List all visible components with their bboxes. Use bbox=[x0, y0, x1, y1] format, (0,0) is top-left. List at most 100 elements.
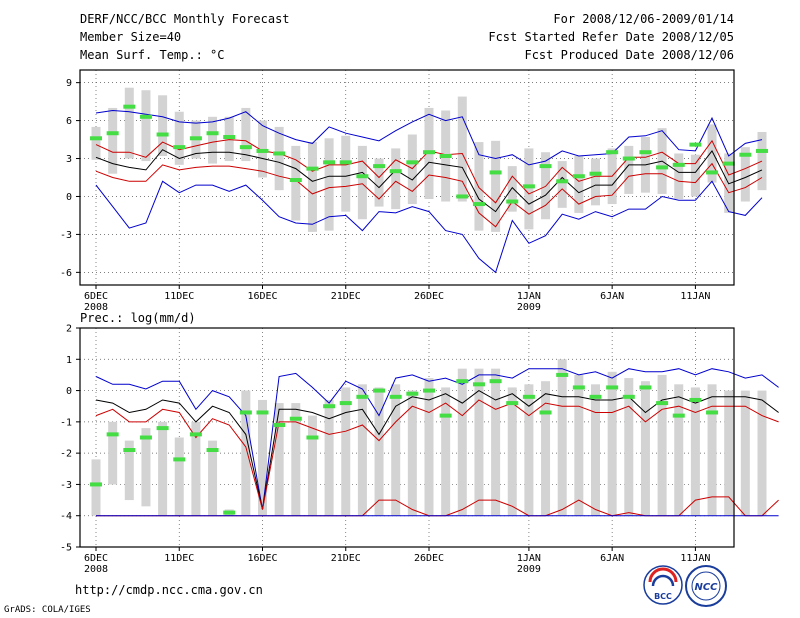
fcst-started-date: Fcst Started Refer Date 2008/12/05 bbox=[488, 30, 734, 44]
prec-range-box bbox=[657, 374, 667, 516]
temp-range-box bbox=[91, 126, 101, 160]
temp-obs-mark bbox=[356, 174, 369, 179]
prec-obs-mark bbox=[406, 391, 419, 396]
prec-range-box bbox=[108, 421, 118, 485]
temp-obs-mark bbox=[323, 160, 336, 165]
temp-range-box bbox=[391, 148, 401, 210]
temp-range-box bbox=[507, 166, 517, 212]
source-url[interactable]: http://cmdp.ncc.cma.gov.cn bbox=[75, 583, 263, 597]
prec-range-box bbox=[307, 415, 317, 516]
temp-obs-mark bbox=[423, 150, 435, 155]
temp-range-box bbox=[474, 142, 484, 231]
prec-obs-mark bbox=[206, 448, 219, 453]
ncc-logo-text: NCC bbox=[694, 582, 718, 593]
prec-obs-mark bbox=[389, 394, 402, 399]
prec-x-tick-label: 6JAN bbox=[600, 553, 624, 564]
temp-range-box bbox=[690, 154, 700, 197]
prec-range-box bbox=[208, 440, 218, 516]
temp-range-box bbox=[241, 107, 251, 162]
prec-range-box bbox=[674, 384, 684, 516]
temp-obs-mark bbox=[522, 184, 535, 189]
prec-x-tick-label: 21DEC bbox=[331, 553, 361, 564]
precip-panel-label: Prec.: log(mm/d) bbox=[80, 311, 196, 325]
prec-range-box bbox=[541, 381, 551, 516]
prec-obs-mark bbox=[356, 394, 369, 399]
temp-range-box bbox=[208, 116, 218, 164]
temp-range-box bbox=[624, 145, 634, 194]
prec-obs-mark bbox=[139, 435, 152, 440]
prec-obs-mark bbox=[173, 457, 186, 462]
temp-obs-mark bbox=[339, 160, 352, 165]
temp-range-box bbox=[407, 134, 417, 205]
temp-x-tick-label: 6JAN bbox=[600, 291, 624, 302]
prec-obs-mark bbox=[589, 394, 602, 399]
temp-x-tick-label: 6DEC bbox=[84, 291, 108, 302]
temp-range-box bbox=[374, 158, 384, 207]
prec-range-box bbox=[607, 371, 617, 516]
prec-obs-mark bbox=[606, 385, 619, 390]
temp-obs-mark bbox=[256, 148, 269, 153]
temp-range-box bbox=[524, 148, 534, 230]
prec-y-tick-label: -3 bbox=[60, 480, 72, 491]
prec-series-upper bbox=[95, 368, 779, 510]
temp-x-tick-label: 26DEC bbox=[414, 291, 444, 302]
temp-x-year-label: 2008 bbox=[84, 302, 108, 313]
prec-obs-mark bbox=[439, 413, 452, 418]
temp-y-tick-label: -3 bbox=[60, 230, 72, 241]
prec-obs-mark bbox=[689, 397, 702, 402]
prec-y-tick-label: 2 bbox=[66, 324, 72, 335]
temp-obs-mark bbox=[656, 165, 669, 170]
prec-x-tick-label: 11DEC bbox=[164, 553, 194, 564]
prec-x-tick-label: 11JAN bbox=[680, 553, 710, 564]
temp-range-box bbox=[324, 138, 334, 231]
prec-obs-mark bbox=[572, 385, 585, 390]
prec-y-tick-label: 0 bbox=[66, 386, 72, 397]
temp-range-box bbox=[491, 140, 501, 232]
prec-range-box bbox=[324, 399, 334, 516]
temp-obs-mark bbox=[689, 142, 702, 147]
prec-obs-mark bbox=[539, 410, 552, 415]
temp-obs-mark bbox=[106, 131, 119, 136]
temp-range-box bbox=[757, 131, 767, 191]
prec-obs-mark bbox=[423, 388, 435, 393]
prec-series-ens-mean bbox=[95, 390, 779, 510]
temp-range-box bbox=[707, 124, 717, 183]
temp-x-tick-label: 16DEC bbox=[247, 291, 277, 302]
temp-x-tick-label: 21DEC bbox=[331, 291, 361, 302]
temp-obs-mark bbox=[672, 162, 685, 167]
prec-range-box bbox=[757, 390, 767, 516]
temp-range-box bbox=[158, 95, 168, 156]
temp-obs-mark bbox=[706, 170, 719, 175]
prec-obs-mark bbox=[289, 416, 302, 421]
temp-obs-mark bbox=[223, 135, 236, 140]
prec-x-tick-label: 26DEC bbox=[414, 553, 444, 564]
temp-obs-mark bbox=[289, 178, 302, 183]
prec-obs-mark bbox=[223, 510, 236, 515]
temp-plot-frame bbox=[79, 69, 735, 286]
prec-obs-mark bbox=[489, 379, 502, 384]
prec-range-box bbox=[491, 368, 501, 516]
temp-obs-mark bbox=[639, 150, 652, 155]
temp-obs-mark bbox=[239, 145, 252, 150]
prec-x-year-label: 2008 bbox=[84, 564, 108, 575]
temp-range-box bbox=[740, 147, 750, 202]
temp-obs-mark bbox=[139, 114, 152, 119]
temp-obs-mark bbox=[489, 170, 502, 175]
prec-obs-mark bbox=[622, 394, 635, 399]
prec-range-box bbox=[258, 399, 267, 516]
bcc-logo: BCC bbox=[643, 565, 683, 605]
prec-range-box bbox=[574, 374, 584, 516]
temp-obs-mark bbox=[273, 151, 286, 156]
prec-range-box bbox=[424, 378, 434, 516]
prec-range-box bbox=[141, 428, 151, 507]
prec-x-year-label: 2009 bbox=[517, 564, 541, 575]
temp-range-box bbox=[341, 135, 351, 212]
prec-obs-mark bbox=[90, 482, 102, 487]
prec-range-box bbox=[124, 440, 134, 501]
temp-obs-mark bbox=[606, 150, 619, 155]
temp-obs-mark bbox=[572, 174, 585, 179]
prec-range-box bbox=[507, 387, 517, 516]
temp-obs-mark bbox=[506, 199, 519, 204]
